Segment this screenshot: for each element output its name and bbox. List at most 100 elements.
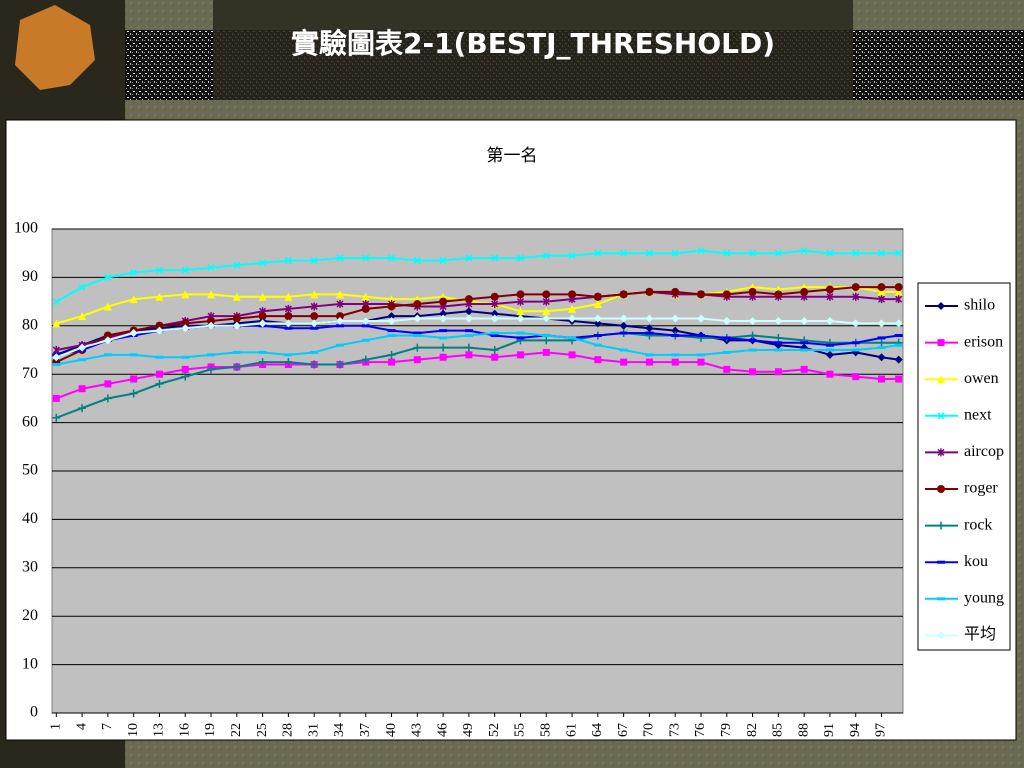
data-point xyxy=(895,295,903,304)
x-tick-label: 82 xyxy=(745,723,760,737)
data-point xyxy=(181,355,190,359)
data-point xyxy=(542,307,551,316)
data-point xyxy=(335,290,344,299)
slide-title: 實驗圖表2-1(BESTJ_THRESHOLD) xyxy=(291,27,775,60)
data-point xyxy=(490,346,499,354)
data-point xyxy=(620,358,628,366)
data-point xyxy=(877,336,886,340)
data-point xyxy=(387,350,396,359)
data-point xyxy=(232,314,241,323)
data-point xyxy=(542,252,550,260)
data-point xyxy=(671,249,679,257)
x-tick-label: 73 xyxy=(667,723,682,737)
data-point xyxy=(722,336,731,340)
data-point xyxy=(878,375,886,383)
data-point xyxy=(284,319,293,328)
leaf-icon xyxy=(15,5,95,90)
data-point xyxy=(593,319,602,328)
data-point xyxy=(696,290,705,299)
x-tick-label: 79 xyxy=(719,723,734,737)
data-point xyxy=(361,338,370,342)
data-point xyxy=(774,316,783,325)
legend-label: shilo xyxy=(964,297,995,314)
data-point xyxy=(387,333,396,337)
data-point xyxy=(696,333,705,337)
data-point xyxy=(696,314,705,323)
data-point xyxy=(568,290,577,299)
data-point xyxy=(491,300,499,309)
data-point xyxy=(52,353,61,362)
data-point xyxy=(800,341,809,345)
data-point xyxy=(645,358,653,366)
data-point xyxy=(894,355,903,364)
data-point xyxy=(387,312,396,321)
data-point xyxy=(877,249,886,257)
data-point xyxy=(542,290,551,299)
data-point xyxy=(593,300,602,309)
data-point xyxy=(697,247,705,255)
legend-label: owen xyxy=(964,370,999,387)
x-tick-label: 94 xyxy=(848,723,863,737)
x-tick-label: 46 xyxy=(435,723,450,737)
data-point xyxy=(387,316,396,325)
data-point xyxy=(335,343,344,347)
data-point xyxy=(620,249,628,257)
data-point xyxy=(155,321,164,330)
data-point xyxy=(851,283,860,292)
data-point xyxy=(825,316,834,325)
data-point xyxy=(78,385,86,393)
data-point xyxy=(748,316,757,325)
x-tick-label: 85 xyxy=(771,723,786,737)
data-point xyxy=(774,290,783,299)
data-point xyxy=(619,290,628,299)
data-point xyxy=(52,413,61,422)
data-point xyxy=(542,336,551,345)
series-line xyxy=(55,310,899,361)
data-point xyxy=(284,304,292,313)
data-point xyxy=(490,333,499,337)
data-point xyxy=(155,370,163,378)
data-point xyxy=(748,348,757,352)
x-tick-label: 67 xyxy=(616,723,631,737)
data-point xyxy=(594,249,602,257)
data-point xyxy=(465,351,473,359)
data-point xyxy=(800,348,809,352)
data-point xyxy=(232,292,241,301)
legend-marker xyxy=(937,448,945,457)
x-tick-label: 31 xyxy=(306,723,321,737)
data-point xyxy=(800,287,809,296)
data-point xyxy=(103,353,112,357)
data-point xyxy=(181,372,190,381)
data-point xyxy=(671,358,679,366)
data-point xyxy=(258,350,267,354)
data-point xyxy=(852,373,860,381)
data-point xyxy=(155,355,164,359)
data-point xyxy=(490,314,499,323)
data-point xyxy=(568,252,576,260)
data-point xyxy=(464,307,473,316)
x-tick-label: 70 xyxy=(642,723,657,737)
data-point xyxy=(104,380,112,388)
series-line xyxy=(55,249,899,303)
y-tick-label: 40 xyxy=(22,510,38,527)
data-point xyxy=(516,336,525,340)
series-line xyxy=(55,286,899,364)
data-point xyxy=(825,343,834,347)
data-point xyxy=(413,314,422,323)
legend-marker xyxy=(937,485,945,493)
data-point xyxy=(774,348,783,352)
data-point xyxy=(749,249,757,257)
data-point xyxy=(619,348,628,352)
data-point xyxy=(877,338,886,347)
data-point xyxy=(284,312,293,321)
data-point xyxy=(258,319,267,328)
data-point xyxy=(851,348,860,352)
data-point xyxy=(877,295,886,304)
data-point xyxy=(542,314,551,323)
legend-label: young xyxy=(964,589,1004,606)
data-point xyxy=(826,370,834,378)
data-point xyxy=(207,316,216,325)
x-tick-label: 34 xyxy=(332,723,347,737)
x-tick-label: 4 xyxy=(74,723,89,730)
